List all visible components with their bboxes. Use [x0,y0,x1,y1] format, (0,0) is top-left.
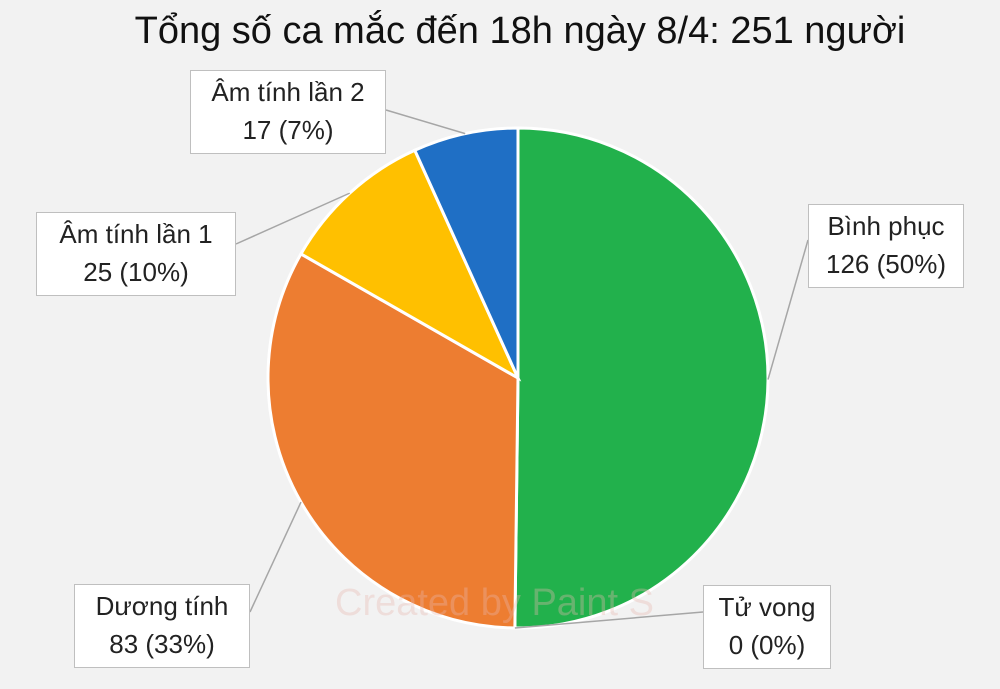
label-value-am-tinh-2: 17 (7%) [242,115,334,145]
slice-binh-phuc [513,126,770,630]
label-value-binh-phuc: 126 (50%) [826,249,946,279]
label-value-am-tinh-1: 25 (10%) [83,257,189,287]
slice-duong-tinh [266,251,520,630]
label-name-binh-phuc: Bình phục [827,211,945,241]
chart-title: Tổng số ca mắc đến 18h ngày 8/4: 251 ngư… [134,10,906,52]
label-box-duong-tinh: Dương tính 83 (33%) [74,584,250,668]
leader-tu-vong [514,611,704,629]
label-box-am-tinh-1: Âm tính lần 1 25 (10%) [36,212,236,296]
label-box-am-tinh-2: Âm tính lần 2 17 (7%) [190,70,386,154]
label-value-duong-tinh: 83 (33%) [109,629,215,659]
watermark: Created by Paint S [335,582,654,624]
leader-duong-tinh [249,501,302,613]
label-box-binh-phuc: Bình phục 126 (50%) [808,204,964,288]
label-name-am-tinh-1: Âm tính lần 1 [59,219,213,249]
leader-binh-phuc [767,239,809,380]
label-name-tu-vong: Tử vong [718,592,816,622]
label-value-tu-vong: 0 (0%) [728,630,806,660]
label-name-am-tinh-2: Âm tính lần 2 [211,77,365,107]
slice-am-tinh-2 [412,126,520,379]
leader-am-tinh-1 [235,192,351,245]
label-name-duong-tinh: Dương tính [95,591,229,621]
slice-am-tinh-1 [298,148,522,382]
label-box-tu-vong: Tử vong 0 (0%) [703,585,831,669]
leader-am-tinh-2 [385,109,466,135]
